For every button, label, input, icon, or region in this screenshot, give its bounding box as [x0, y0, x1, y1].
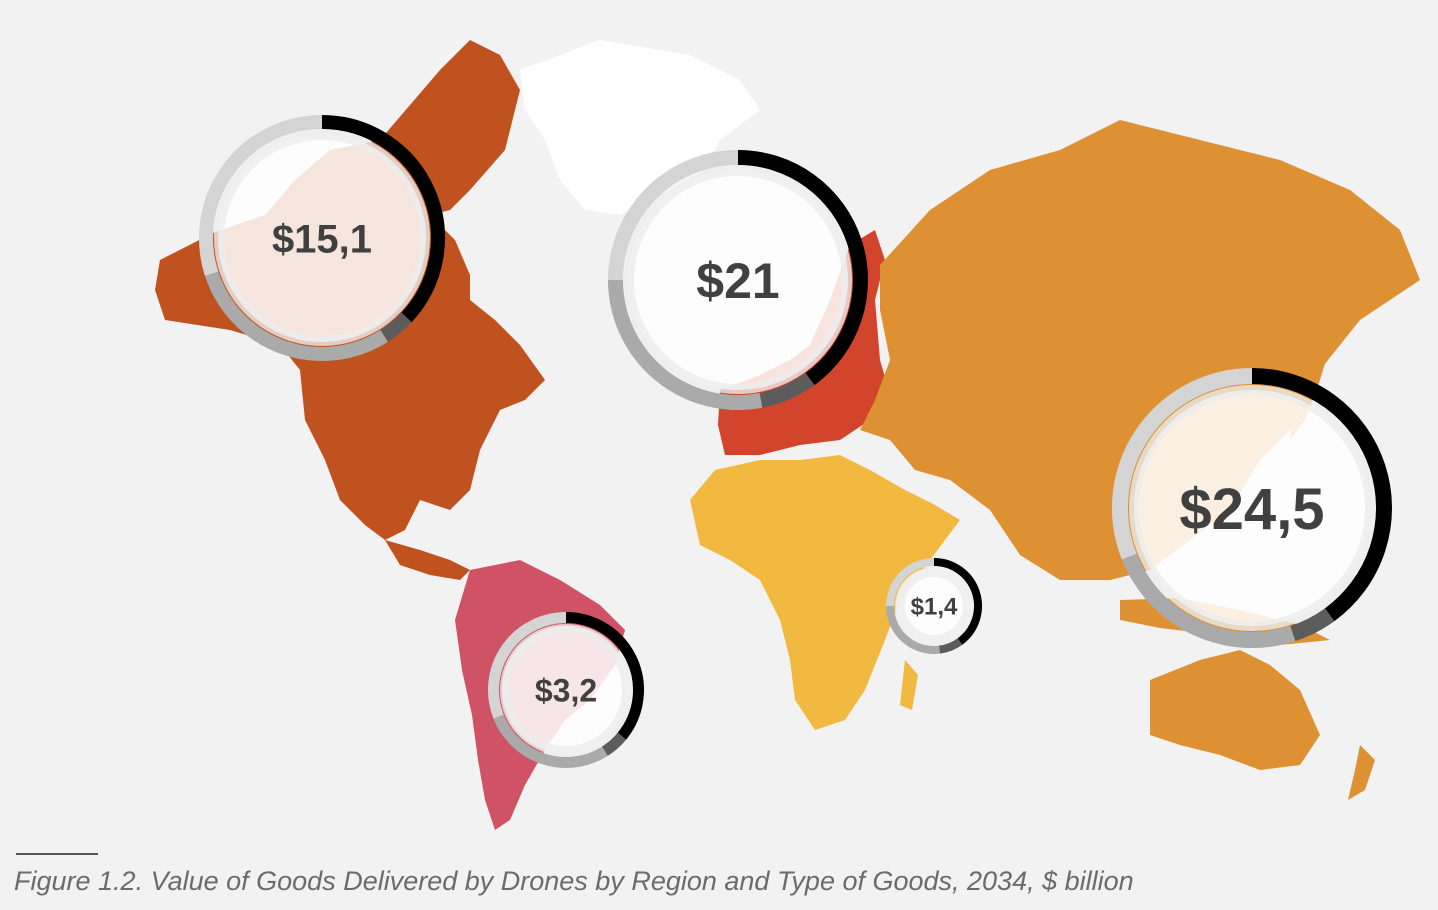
ring-segment-latin-america-2: [601, 732, 627, 756]
ring-segment-europe-3: [608, 279, 763, 410]
bubble-halo-europe: [624, 166, 852, 394]
ring-segment-latin-america-1: [565, 612, 644, 740]
ring-segment-north-america-4: [199, 115, 323, 277]
bubble-disc-latin-america: [502, 626, 630, 754]
bubble-halo-latin-america: [500, 624, 632, 756]
ring-segment-europe-1: [737, 150, 868, 386]
ring-segment-asia-pacific-1: [1251, 368, 1392, 622]
figure-caption: Figure 1.2. Value of Goods Delivered by …: [14, 866, 1134, 896]
ring-segment-asia-pacific-2: [1290, 608, 1335, 642]
bubble-disc-asia-pacific: [1134, 390, 1370, 626]
bubble-halo-asia-pacific: [1129, 385, 1375, 631]
ring-segment-latin-america-4: [488, 612, 567, 719]
value-label-latin-america: $3,2: [535, 673, 597, 709]
bubble-north-america: $15,1: [199, 115, 445, 361]
asia-shape: [860, 120, 1420, 580]
caption-rule: [16, 853, 98, 855]
bubble-asia-pacific: $24,5: [1112, 368, 1392, 648]
bubble-latin-america: $3,2: [488, 612, 644, 768]
ring-segment-north-america-2: [380, 312, 412, 342]
australia-shape: [1150, 650, 1320, 770]
ring-segment-middle-east-africa-3: [886, 605, 941, 654]
ring-segment-latin-america-3: [493, 714, 608, 768]
madagascar-shape: [900, 660, 918, 710]
value-label-middle-east-africa: $1,4: [911, 594, 958, 621]
africa-shape: [690, 455, 960, 730]
ring-segment-europe-4: [608, 150, 739, 281]
bubble-disc-north-america: [218, 134, 426, 342]
bubble-disc-middle-east-africa: [896, 568, 972, 644]
ring-segment-middle-east-africa-4: [886, 558, 935, 607]
bubble-halo-middle-east-africa: [895, 567, 973, 645]
bubble-middle-east-africa: $1,4: [886, 558, 982, 654]
ring-segment-asia-pacific-3: [1121, 553, 1296, 648]
value-label-asia-pacific: $24,5: [1179, 477, 1324, 542]
bubble-halo-north-america: [214, 130, 430, 346]
ring-segment-north-america-1: [321, 115, 445, 323]
ring-segment-north-america-3: [205, 271, 388, 361]
ring-segment-middle-east-africa-2: [938, 638, 963, 654]
new-zealand-shape: [1348, 745, 1375, 800]
ring-segment-asia-pacific-4: [1112, 368, 1253, 560]
value-label-north-america: $15,1: [272, 217, 372, 261]
world-map: $15,1 $21 $24,5 $3,2 $1,4: [155, 40, 1420, 830]
central-america-shape: [385, 540, 470, 580]
ring-segment-middle-east-africa-1: [933, 558, 982, 645]
bubble-disc-europe: [628, 170, 848, 390]
value-label-europe: $21: [696, 253, 779, 309]
bubble-europe: $21: [608, 150, 868, 410]
ring-segment-europe-2: [759, 372, 815, 408]
